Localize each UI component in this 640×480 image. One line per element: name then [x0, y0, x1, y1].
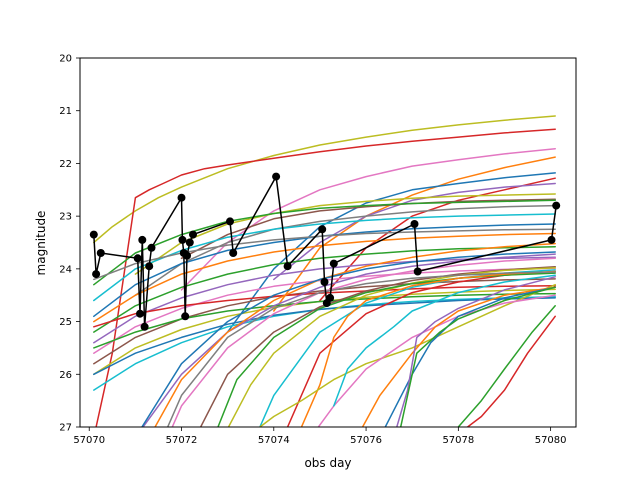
observed-point-7: [140, 322, 149, 331]
y-tick-label-25: 25: [59, 317, 72, 328]
observed-point-20: [283, 262, 292, 271]
y-axis: 20 21 22 23 24 25 26 27: [59, 54, 80, 434]
observed-point-25: [329, 259, 338, 268]
y-tick-label-22: 22: [59, 159, 72, 170]
model-curve-43: [457, 305, 556, 427]
observed-point-13: [181, 312, 190, 321]
x-axis: 57070 57072 57074 57076 57078 57080: [73, 427, 567, 446]
observed-point-28: [547, 235, 556, 244]
observed-point-1: [89, 230, 98, 239]
model-curve-3: [180, 147, 556, 291]
x-tick-label-57080: 57080: [535, 435, 567, 446]
model-curve-17: [93, 267, 556, 354]
observed-point-18: [229, 249, 238, 257]
model-curves: [93, 115, 556, 427]
model-curve-8: [134, 193, 556, 275]
model-curve-24: [93, 292, 556, 349]
model-curve-6: [319, 177, 556, 302]
model-curve-30: [227, 267, 556, 427]
y-axis-label: magnitude: [34, 211, 48, 276]
observed-point-14: [183, 251, 191, 260]
model-curve-22: [93, 228, 556, 281]
model-curve-10: [93, 199, 556, 286]
observed-point-27: [413, 267, 422, 276]
observed-point-5: [136, 309, 144, 318]
observed-point-4: [133, 254, 142, 263]
x-tick-label-57078: 57078: [442, 435, 474, 446]
y-tick-label-26: 26: [59, 370, 72, 381]
x-axis-label: obs day: [304, 456, 351, 470]
model-curve-35: [166, 271, 556, 427]
observed-point-21: [318, 225, 327, 234]
model-curve-25: [142, 253, 556, 427]
observed-point-8: [145, 262, 154, 271]
y-tick-label-21: 21: [59, 106, 72, 117]
observed-point-6: [138, 235, 147, 244]
y-tick-label-23: 23: [59, 212, 72, 223]
model-curve-15: [93, 245, 556, 333]
model-curve-38: [333, 274, 556, 407]
x-tick-label-57076: 57076: [350, 435, 382, 446]
model-curve-5: [226, 172, 556, 333]
model-curve-14: [93, 232, 556, 323]
model-curve-42: [399, 286, 556, 427]
observed-point-24: [326, 293, 335, 302]
observed-point-29: [552, 201, 561, 210]
observed-point-19: [272, 172, 281, 181]
model-curve-27: [171, 257, 556, 427]
observed-point-22: [320, 278, 329, 286]
model-curve-26: [154, 242, 556, 427]
observed-point-17: [226, 217, 234, 226]
x-tick-label-57072: 57072: [166, 435, 198, 446]
x-tick-label-57074: 57074: [258, 435, 290, 446]
model-curve-9: [180, 198, 556, 260]
model-curve-34: [300, 270, 556, 427]
observed-point-16: [189, 230, 197, 239]
x-tick-label-57070: 57070: [73, 435, 105, 446]
observed-point-10: [177, 193, 186, 202]
model-curve-36: [258, 283, 556, 427]
observed-point-15: [185, 238, 194, 247]
observed-light-curve: [89, 172, 561, 331]
y-tick-label-20: 20: [59, 54, 72, 65]
y-tick-label-24: 24: [59, 264, 72, 275]
observed-point-11: [178, 235, 187, 244]
model-curve-1: [93, 115, 556, 244]
model-curve-41: [395, 276, 556, 427]
observed-point-26: [410, 220, 419, 228]
observed-point-9: [147, 243, 156, 252]
observed-point-2: [92, 270, 101, 279]
plot-frame: [79, 57, 577, 428]
model-curve-11: [134, 204, 556, 296]
model-curve-18: [93, 278, 556, 365]
observed-point-3: [96, 249, 105, 257]
model-curve-21: [93, 297, 556, 376]
model-curve-39: [361, 286, 556, 427]
model-curve-4: [273, 156, 556, 312]
model-curve-7: [273, 182, 556, 281]
y-tick-label-27: 27: [59, 423, 72, 434]
model-curve-2: [95, 128, 556, 427]
model-curve-44: [466, 315, 556, 427]
